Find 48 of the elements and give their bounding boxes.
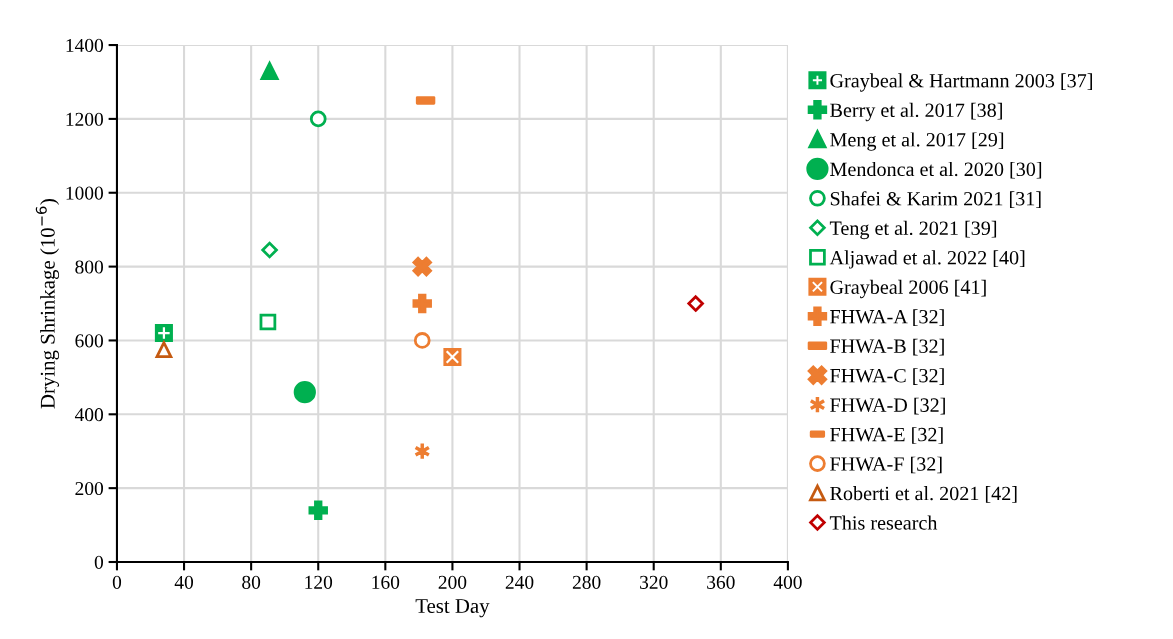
y-tick-label: 0 — [94, 555, 104, 569]
legend-label: Mendonca et al. 2020 [30] — [830, 161, 1042, 179]
legend-label: Teng et al. 2021 [39] — [829, 220, 997, 240]
legend-label: FHWA-E [32] — [830, 427, 943, 444]
point — [293, 381, 316, 404]
x-tick-label: 400 — [773, 575, 802, 589]
y-tick-label: 1000 — [66, 186, 104, 200]
y-tick-label: 600 — [75, 334, 104, 348]
point — [413, 332, 431, 349]
x-tick-label: 320 — [640, 575, 668, 589]
x-tick-label: 240 — [505, 575, 534, 589]
y-axis-title: Drying Shrinkage (10$^{−6}$) — [35, 199, 60, 409]
legend-label: FHWA-B [32] — [830, 338, 944, 356]
legend-label: Meng et al. 2017 [29] — [830, 132, 1004, 151]
x-tick-label: 120 — [305, 575, 333, 589]
legend-label: FHWA-A [32] — [830, 309, 944, 326]
point — [308, 500, 328, 521]
point — [260, 61, 279, 80]
x-tick-label: 160 — [372, 575, 400, 589]
point — [309, 110, 327, 128]
legend-label: This research — [829, 515, 938, 530]
y-tick-label: 800 — [75, 260, 104, 274]
legend-label: Berry et al. 2017 [38] — [830, 102, 1002, 122]
x-tick-label: 80 — [242, 575, 261, 589]
point — [155, 341, 173, 359]
legend-label: Shafei & Karim 2021 [31] — [830, 191, 1041, 209]
y-tick-label: 200 — [75, 481, 104, 496]
legend-label: FHWA-D [32] — [830, 397, 945, 415]
x-tick-label: 280 — [572, 575, 601, 589]
x-tick-label: 360 — [707, 575, 735, 589]
x-tick-label: 0 — [112, 575, 122, 589]
point — [687, 295, 704, 312]
x-tick-label: 40 — [174, 575, 194, 589]
legend-label: FHWA-C [32] — [830, 368, 944, 385]
legend-label: Graybeal & Hartmann 2003 [37] — [830, 73, 1092, 92]
y-tick-label: 400 — [74, 408, 104, 422]
legend-label: Roberti et al. 2021 [42] — [830, 486, 1017, 503]
legend-label: Graybeal 2006 [41] — [830, 279, 986, 299]
y-tick-label: 1400 — [66, 38, 104, 52]
point — [259, 313, 277, 331]
y-tick-label: 1200 — [66, 112, 104, 126]
x-axis-title: Test Day — [415, 599, 490, 618]
legend-label: FHWA-F [32] — [830, 456, 942, 474]
legend-label: Aljawad et al. 2022 [40] — [829, 250, 1025, 269]
x-tick-label: 200 — [438, 575, 467, 589]
point — [412, 256, 432, 277]
point — [412, 293, 432, 314]
point — [261, 241, 278, 259]
